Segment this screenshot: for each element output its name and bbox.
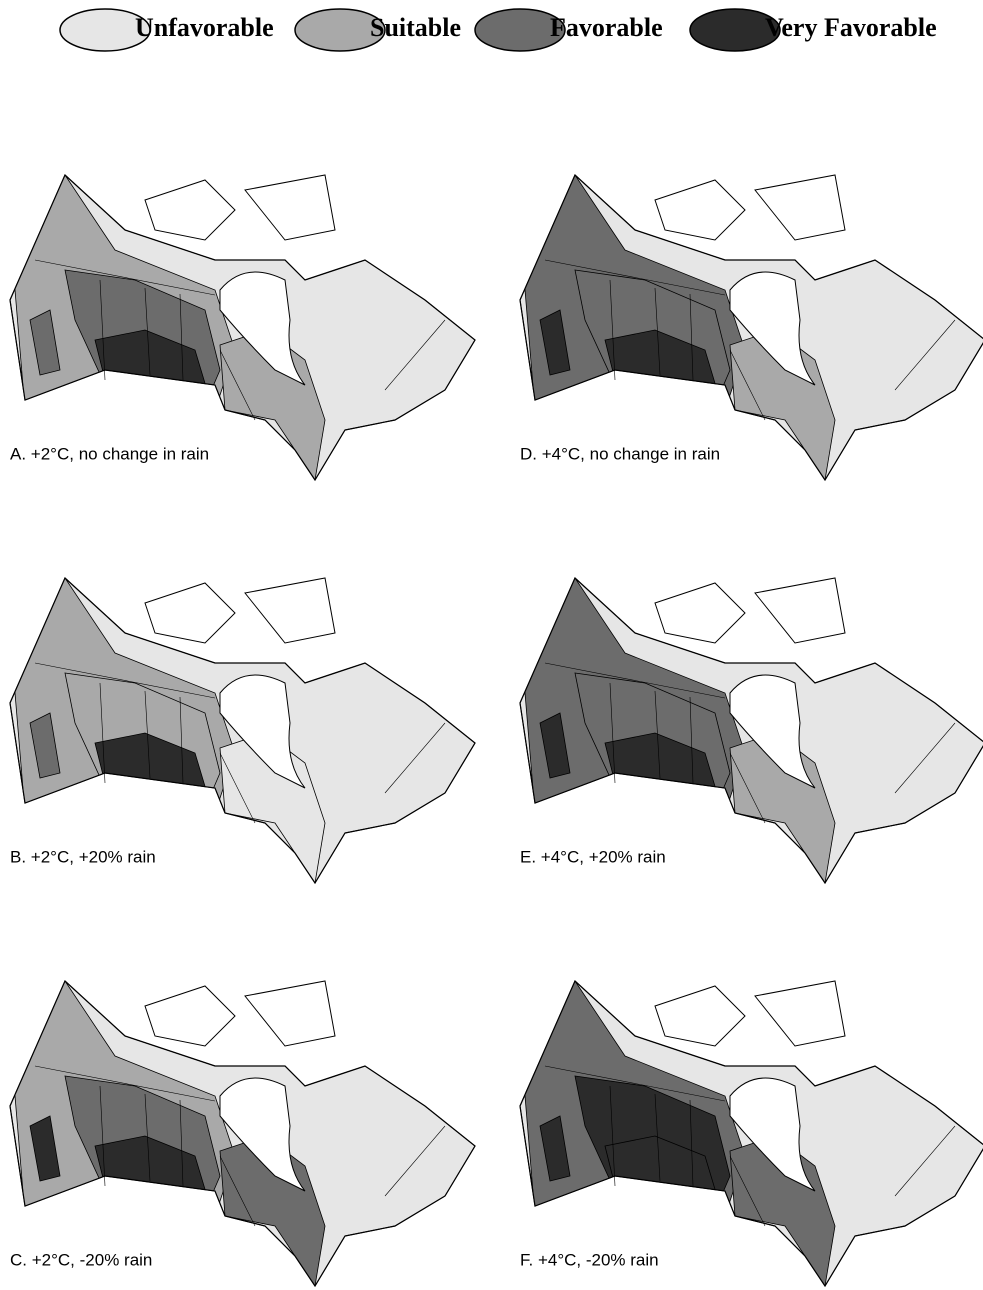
panel-caption: D. +4°C, no change in rain — [520, 444, 720, 463]
panels: A. +2°C, no change in rain D. +4°C, no ch… — [9, 173, 983, 1288]
outline — [519, 576, 983, 885]
legend-swatch — [689, 8, 781, 52]
map-panel: F. +4°C, -20% rain — [519, 979, 983, 1288]
suitability-zone — [539, 309, 571, 376]
arctic-island — [754, 980, 846, 1047]
border — [34, 1065, 446, 1227]
arctic-island — [654, 582, 746, 644]
suitability-zone — [29, 712, 61, 779]
map-panel: E. +4°C, +20% rain — [519, 576, 983, 885]
legend-swatch — [474, 8, 566, 52]
border — [34, 259, 446, 421]
zones — [520, 578, 836, 883]
suitability-zone — [29, 309, 61, 376]
outline — [519, 173, 983, 482]
arctic-island — [654, 179, 746, 241]
border — [544, 259, 956, 421]
panel-caption: E. +4°C, +20% rain — [520, 847, 666, 866]
map-panel: B. +2°C, +20% rain — [9, 576, 476, 885]
suitability-zone — [29, 1115, 61, 1182]
arctic-island — [244, 980, 336, 1047]
hudson-bay — [219, 674, 306, 789]
outline — [9, 979, 476, 1288]
legend-swatch — [294, 8, 386, 52]
arctic-island — [144, 582, 236, 644]
hudson-bay — [219, 1077, 306, 1192]
panel-caption: F. +4°C, -20% rain — [520, 1250, 659, 1269]
border — [34, 662, 446, 824]
legend-label: Unfavorable — [135, 13, 274, 42]
panel-caption: A. +2°C, no change in rain — [10, 444, 209, 463]
legend: Unfavorable Suitable Favorable Very Favorab… — [59, 8, 937, 52]
arctic-island — [144, 985, 236, 1047]
hudson-bay — [729, 1077, 816, 1192]
arctic-island — [244, 174, 336, 241]
map-panel: C. +2°C, -20% rain — [9, 979, 476, 1288]
border — [544, 662, 956, 824]
legend-swatch — [59, 8, 151, 52]
hudson-bay — [729, 674, 816, 789]
arctic-island — [754, 174, 846, 241]
outline — [519, 979, 983, 1288]
legend-label: Favorable — [550, 13, 663, 42]
panel-caption: C. +2°C, -20% rain — [10, 1250, 152, 1269]
map-panel: A. +2°C, no change in rain — [9, 173, 476, 482]
arctic-island — [754, 577, 846, 644]
outline — [9, 173, 476, 482]
panel-caption: B. +2°C, +20% rain — [10, 847, 156, 866]
border — [544, 1065, 956, 1227]
outline — [9, 576, 476, 885]
arctic-island — [144, 179, 236, 241]
suitability-zone — [539, 712, 571, 779]
map-panel: D. +4°C, no change in rain — [519, 173, 983, 482]
suitability-zone — [539, 1115, 571, 1182]
legend-label: Very Favorable — [765, 13, 937, 42]
arctic-island — [654, 985, 746, 1047]
hudson-bay — [219, 271, 306, 386]
arctic-island — [244, 577, 336, 644]
hudson-bay — [729, 271, 816, 386]
legend-label: Suitable — [370, 13, 461, 42]
